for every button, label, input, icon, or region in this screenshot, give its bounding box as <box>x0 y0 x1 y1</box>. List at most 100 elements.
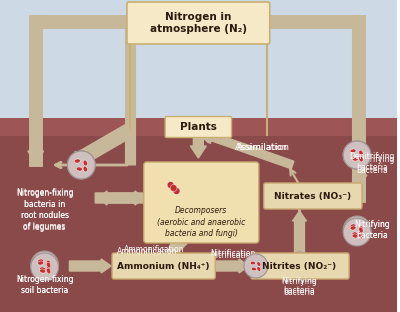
Ellipse shape <box>38 261 44 265</box>
Text: Denitrifying
bacteria: Denitrifying bacteria <box>349 152 394 173</box>
Circle shape <box>343 218 371 246</box>
FancyArrow shape <box>97 191 147 205</box>
Circle shape <box>167 182 174 188</box>
FancyArrow shape <box>292 211 306 253</box>
Text: Nitrogen-fixing
soil bacteria: Nitrogen-fixing soil bacteria <box>16 275 73 295</box>
Text: Ammonium (NH₄⁺): Ammonium (NH₄⁺) <box>117 261 210 271</box>
FancyBboxPatch shape <box>0 118 397 136</box>
Circle shape <box>244 254 268 278</box>
Ellipse shape <box>76 167 82 171</box>
Circle shape <box>286 252 313 280</box>
Text: Nitrogen-fixing
soil bacteria: Nitrogen-fixing soil bacteria <box>16 275 73 295</box>
Ellipse shape <box>352 157 358 161</box>
Ellipse shape <box>46 262 51 268</box>
Circle shape <box>68 151 95 179</box>
Ellipse shape <box>294 268 300 272</box>
Text: Ammonium (NH₄⁺): Ammonium (NH₄⁺) <box>117 261 210 271</box>
FancyArrow shape <box>168 236 187 255</box>
Ellipse shape <box>352 232 358 236</box>
Circle shape <box>343 141 371 169</box>
Ellipse shape <box>83 166 88 172</box>
Ellipse shape <box>252 267 256 271</box>
Ellipse shape <box>83 166 88 172</box>
Text: Denitrifying
bacteria: Denitrifying bacteria <box>349 155 394 175</box>
Text: Decomposers
(aerobic and anaerobic
bacteria and fungi): Decomposers (aerobic and anaerobic bacte… <box>157 207 246 238</box>
Ellipse shape <box>40 267 46 271</box>
Ellipse shape <box>359 150 363 156</box>
FancyArrow shape <box>70 124 133 167</box>
Text: Nitrifying
bacteria: Nitrifying bacteria <box>282 277 317 297</box>
FancyBboxPatch shape <box>0 120 397 312</box>
Ellipse shape <box>46 268 51 274</box>
Text: Nitrification: Nitrification <box>210 248 256 257</box>
Ellipse shape <box>74 159 80 163</box>
Ellipse shape <box>301 267 306 273</box>
Text: Nitrates (NO₃⁻): Nitrates (NO₃⁻) <box>274 192 351 201</box>
FancyArrow shape <box>213 259 249 273</box>
Text: Nitrogen in
atmosphere (N₂): Nitrogen in atmosphere (N₂) <box>150 12 247 34</box>
Ellipse shape <box>359 150 363 156</box>
Text: Nitrogen in
atmosphere (N₂): Nitrogen in atmosphere (N₂) <box>150 12 247 34</box>
Circle shape <box>68 151 95 179</box>
Ellipse shape <box>359 225 363 231</box>
FancyArrow shape <box>190 136 206 158</box>
Ellipse shape <box>83 160 88 166</box>
Ellipse shape <box>359 156 363 162</box>
Text: Decomposers
(aerobic and anaerobic
bacteria and fungi): Decomposers (aerobic and anaerobic bacte… <box>157 204 246 236</box>
Ellipse shape <box>350 149 356 153</box>
FancyArrow shape <box>95 191 145 205</box>
Ellipse shape <box>359 227 363 233</box>
Text: Nitrifying
bacteria: Nitrifying bacteria <box>282 275 317 295</box>
Ellipse shape <box>46 266 51 272</box>
Text: Nitrites (NO₂⁻): Nitrites (NO₂⁻) <box>262 261 336 271</box>
FancyBboxPatch shape <box>0 0 397 135</box>
Ellipse shape <box>46 260 51 266</box>
Text: Assimilation: Assimilation <box>235 144 290 153</box>
Ellipse shape <box>352 157 358 161</box>
FancyBboxPatch shape <box>127 2 270 44</box>
Text: Plants: Plants <box>180 122 217 132</box>
FancyBboxPatch shape <box>112 253 215 279</box>
Ellipse shape <box>292 260 298 264</box>
Ellipse shape <box>350 226 356 230</box>
Circle shape <box>170 184 177 192</box>
Ellipse shape <box>350 224 356 228</box>
FancyArrow shape <box>28 135 44 163</box>
Circle shape <box>173 188 180 194</box>
Ellipse shape <box>74 159 80 163</box>
Text: Nitrifying
bacteria: Nitrifying bacteria <box>354 220 390 241</box>
Ellipse shape <box>38 259 44 263</box>
Ellipse shape <box>76 167 82 171</box>
Text: Nitrates (NO₃⁻): Nitrates (NO₃⁻) <box>274 192 351 201</box>
FancyBboxPatch shape <box>251 253 349 279</box>
FancyBboxPatch shape <box>264 183 362 209</box>
FancyBboxPatch shape <box>165 116 232 138</box>
FancyBboxPatch shape <box>144 162 259 243</box>
Ellipse shape <box>40 269 46 273</box>
FancyArrow shape <box>353 166 367 196</box>
Ellipse shape <box>359 156 363 162</box>
Ellipse shape <box>350 149 356 153</box>
Text: Ammonification: Ammonification <box>124 246 184 255</box>
Ellipse shape <box>359 233 363 239</box>
Ellipse shape <box>257 262 261 266</box>
Ellipse shape <box>301 261 306 267</box>
Text: Nitrifying
bacteria: Nitrifying bacteria <box>354 220 390 240</box>
Ellipse shape <box>359 231 363 237</box>
Text: Nitrogen-fixing
bacteria in
root nodules
of legumes: Nitrogen-fixing bacteria in root nodules… <box>16 189 73 231</box>
Circle shape <box>343 141 371 169</box>
Ellipse shape <box>250 261 255 265</box>
Circle shape <box>31 251 58 279</box>
Text: Nitrification: Nitrification <box>210 251 256 261</box>
Ellipse shape <box>257 267 261 271</box>
FancyArrow shape <box>70 259 111 273</box>
Text: Ammonification: Ammonification <box>116 247 177 256</box>
Text: Plants: Plants <box>180 122 217 132</box>
Text: Nitrites (NO₂⁻): Nitrites (NO₂⁻) <box>262 261 336 271</box>
Text: Nitrogen-fixing
bacteria in
root nodules
of legumes: Nitrogen-fixing bacteria in root nodules… <box>16 188 73 232</box>
Circle shape <box>31 253 58 281</box>
Text: Assimilation: Assimilation <box>237 144 288 153</box>
Ellipse shape <box>352 234 358 238</box>
Circle shape <box>343 216 371 244</box>
Circle shape <box>164 178 184 198</box>
